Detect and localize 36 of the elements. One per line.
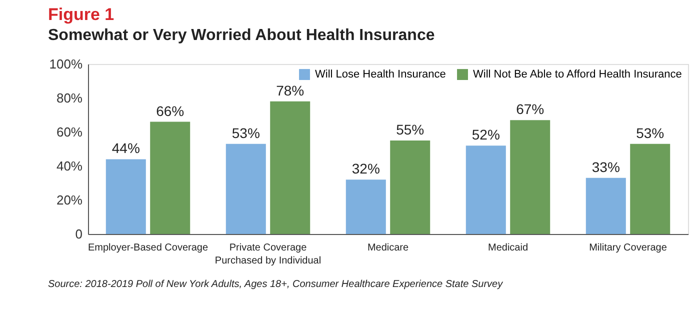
data-label: 32% bbox=[352, 160, 380, 177]
bar bbox=[106, 159, 146, 234]
chart-title: Figure 1 bbox=[48, 5, 114, 24]
bar bbox=[630, 144, 670, 234]
data-label: 78% bbox=[276, 82, 304, 98]
y-tick-label: 0 bbox=[75, 226, 82, 242]
bar bbox=[466, 146, 506, 234]
y-tick-label: 80% bbox=[56, 90, 83, 106]
data-label: 53% bbox=[232, 124, 260, 141]
y-tick-label: 60% bbox=[56, 124, 83, 140]
data-label: 52% bbox=[472, 126, 500, 143]
x-tick-label: Private Coverage Purchased by Individual bbox=[214, 242, 322, 266]
bar bbox=[510, 120, 550, 234]
x-tick-label: Medicaid bbox=[488, 242, 528, 254]
bar bbox=[270, 101, 310, 234]
bar bbox=[586, 178, 626, 234]
bar bbox=[346, 180, 386, 234]
legend-label: Will Lose Health Insurance bbox=[315, 68, 446, 81]
data-label: 66% bbox=[156, 102, 184, 119]
x-tick-label: Military Coverage bbox=[589, 242, 668, 254]
x-tick-label: Employer-Based Coverage bbox=[88, 242, 208, 254]
y-tick-label: 20% bbox=[56, 192, 83, 208]
y-tick-label: 40% bbox=[56, 158, 83, 174]
source-note: Source: 2018-2019 Poll of New York Adults, Ages 18+, Consumer Healthcare Experience State Survey bbox=[48, 279, 504, 290]
x-tick-label: Medicare bbox=[367, 242, 409, 254]
data-label: 44% bbox=[112, 140, 140, 156]
y-tick-label: 100% bbox=[49, 56, 83, 72]
bar bbox=[390, 140, 430, 234]
data-label: 53% bbox=[636, 124, 664, 141]
bar bbox=[226, 144, 266, 234]
data-label: 33% bbox=[592, 158, 620, 175]
chart-subtitle: Somewhat or Very Worried About Health Insurance bbox=[48, 27, 435, 44]
legend-label: Will Not Be Able to Afford Health Insurance bbox=[473, 68, 682, 81]
data-label: 55% bbox=[396, 122, 424, 138]
data-label: 67% bbox=[516, 101, 544, 118]
bar bbox=[150, 122, 190, 234]
